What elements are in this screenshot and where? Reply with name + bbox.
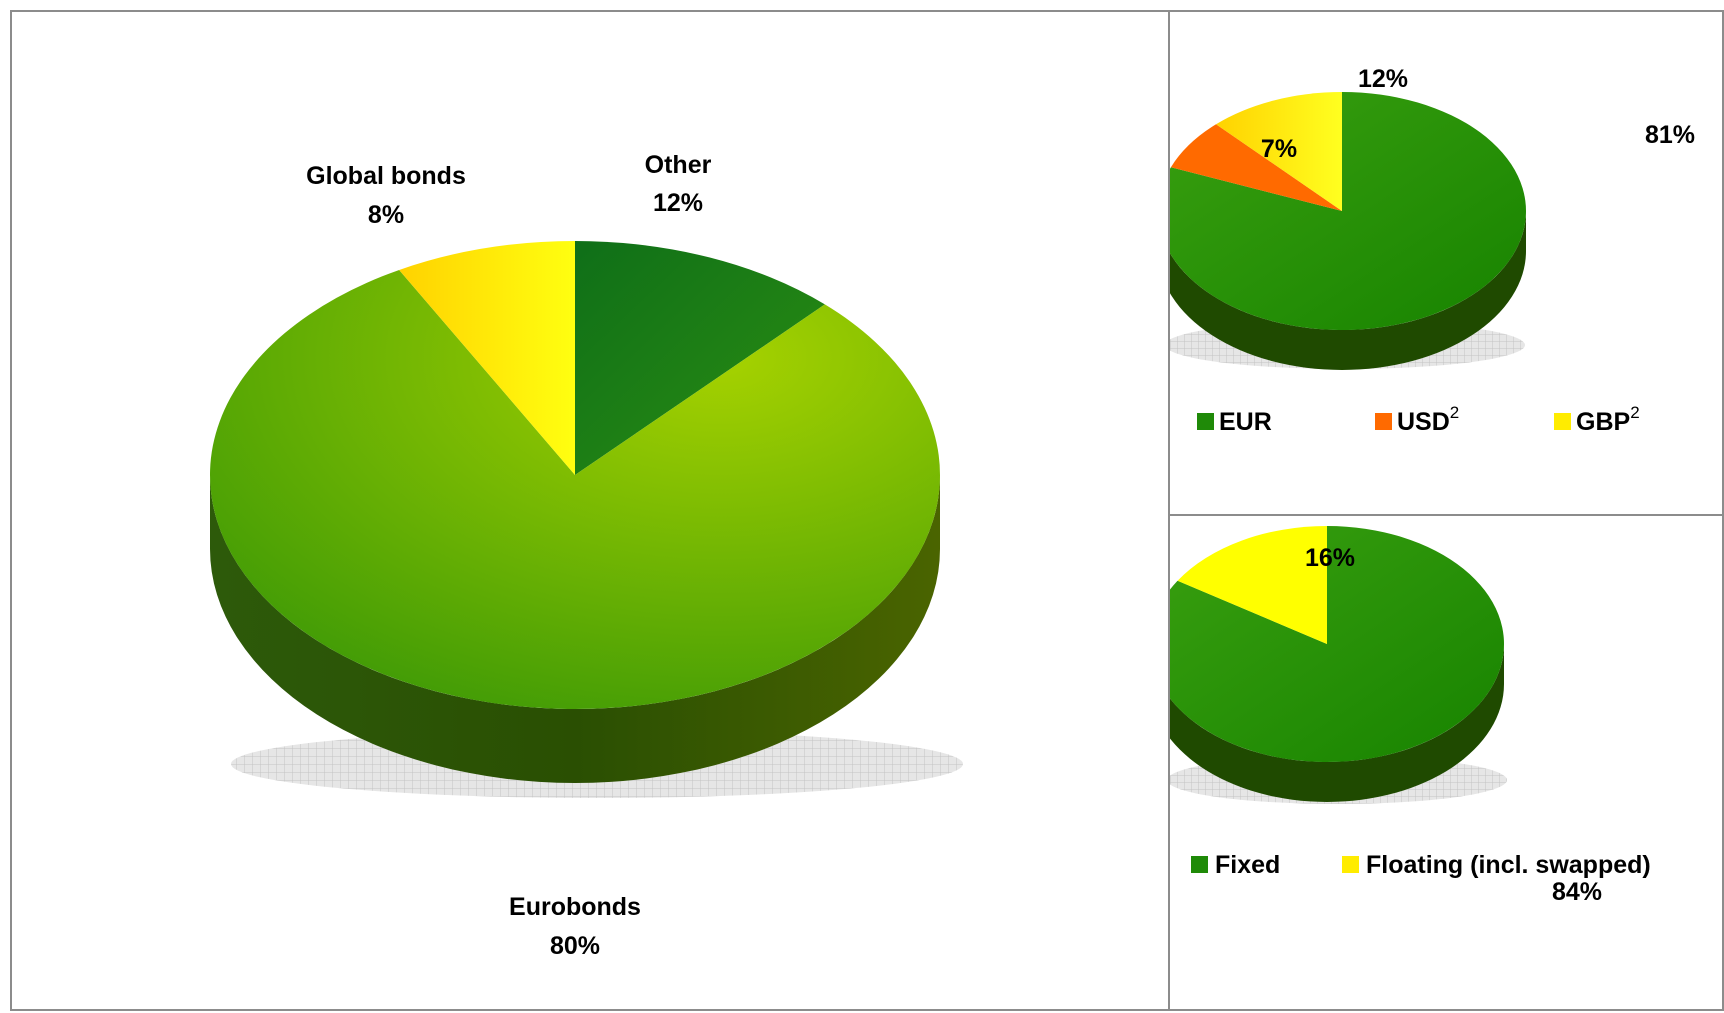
- usd-legend-text: USD2: [1397, 403, 1459, 436]
- rate-type-pie-chart: 84% 16% Fixed Floating (incl. swapped): [1170, 526, 1651, 906]
- pie-side: [1170, 644, 1504, 802]
- floating-legend-label: Floating (incl. swapped): [1366, 851, 1651, 879]
- legend-item-fixed: Fixed: [1191, 851, 1280, 879]
- global-bonds-pct-label: 8%: [368, 201, 404, 229]
- slice-fixed: [1170, 526, 1504, 762]
- slice-eurobonds: [209, 269, 941, 709]
- currency-pie-panel: 81% 7% 12% EUR USD2 GBP2: [1168, 10, 1724, 516]
- gbp-legend-text: GBP2: [1576, 403, 1640, 436]
- legend-item-floating: Floating (incl. swapped): [1342, 851, 1651, 879]
- slice-eur: [1170, 92, 1526, 330]
- pie-side: [210, 475, 940, 783]
- legend-item-usd: USD2: [1375, 403, 1459, 436]
- rate-type-pie-panel: 84% 16% Fixed Floating (incl. swapped): [1168, 514, 1724, 1011]
- currency-pie-chart: 81% 7% 12% EUR USD2 GBP2: [1170, 65, 1695, 436]
- gbp-swatch: [1554, 413, 1571, 430]
- other-name-label: Other: [645, 151, 712, 179]
- fixed-legend-label: Fixed: [1215, 851, 1280, 879]
- eurobonds-name-label: Eurobonds: [509, 893, 641, 921]
- legend-item-eur: EUR: [1197, 408, 1272, 436]
- usd-legend-label: USD: [1397, 408, 1450, 436]
- rate-type-legend: Fixed Floating (incl. swapped): [1191, 851, 1651, 879]
- instrument-pie-chart: Other 12% Global bonds 8% Eurobonds 80%: [209, 151, 963, 960]
- eur-swatch: [1197, 413, 1214, 430]
- legend-item-gbp: GBP2: [1554, 403, 1640, 436]
- gbp-pct-label: 12%: [1358, 65, 1408, 93]
- fixed-swatch: [1191, 856, 1208, 873]
- usd-pct-label: 7%: [1261, 135, 1297, 163]
- other-label: Other 12%: [645, 151, 712, 217]
- slice-global-bonds: [399, 241, 575, 475]
- currency-legend: EUR USD2 GBP2: [1197, 403, 1640, 436]
- slice-floating: [1177, 526, 1327, 644]
- usd-swatch: [1375, 413, 1392, 430]
- gbp-footnote-mark: 2: [1630, 403, 1639, 422]
- eur-pct-label: 81%: [1645, 121, 1695, 149]
- pie-side: [1170, 211, 1526, 370]
- floating-swatch: [1342, 856, 1359, 873]
- global-bonds-label: Global bonds 8%: [306, 162, 466, 229]
- other-pct-label: 12%: [653, 189, 703, 217]
- global-bonds-name-label: Global bonds: [306, 162, 466, 190]
- fixed-pct-label: 84%: [1552, 878, 1602, 906]
- eurobonds-pct-label: 80%: [550, 932, 600, 960]
- eurobonds-label: Eurobonds 80%: [509, 893, 641, 960]
- slice-other: [575, 241, 825, 475]
- usd-footnote-mark: 2: [1450, 403, 1459, 422]
- gbp-legend-label: GBP: [1576, 408, 1630, 436]
- slice-usd: [1170, 124, 1342, 211]
- floating-pct-label: 16%: [1305, 544, 1355, 572]
- eur-legend-label: EUR: [1219, 408, 1272, 436]
- slice-gbp: [1216, 92, 1342, 211]
- instrument-pie-panel: Other 12% Global bonds 8% Eurobonds 80%: [10, 10, 1170, 1011]
